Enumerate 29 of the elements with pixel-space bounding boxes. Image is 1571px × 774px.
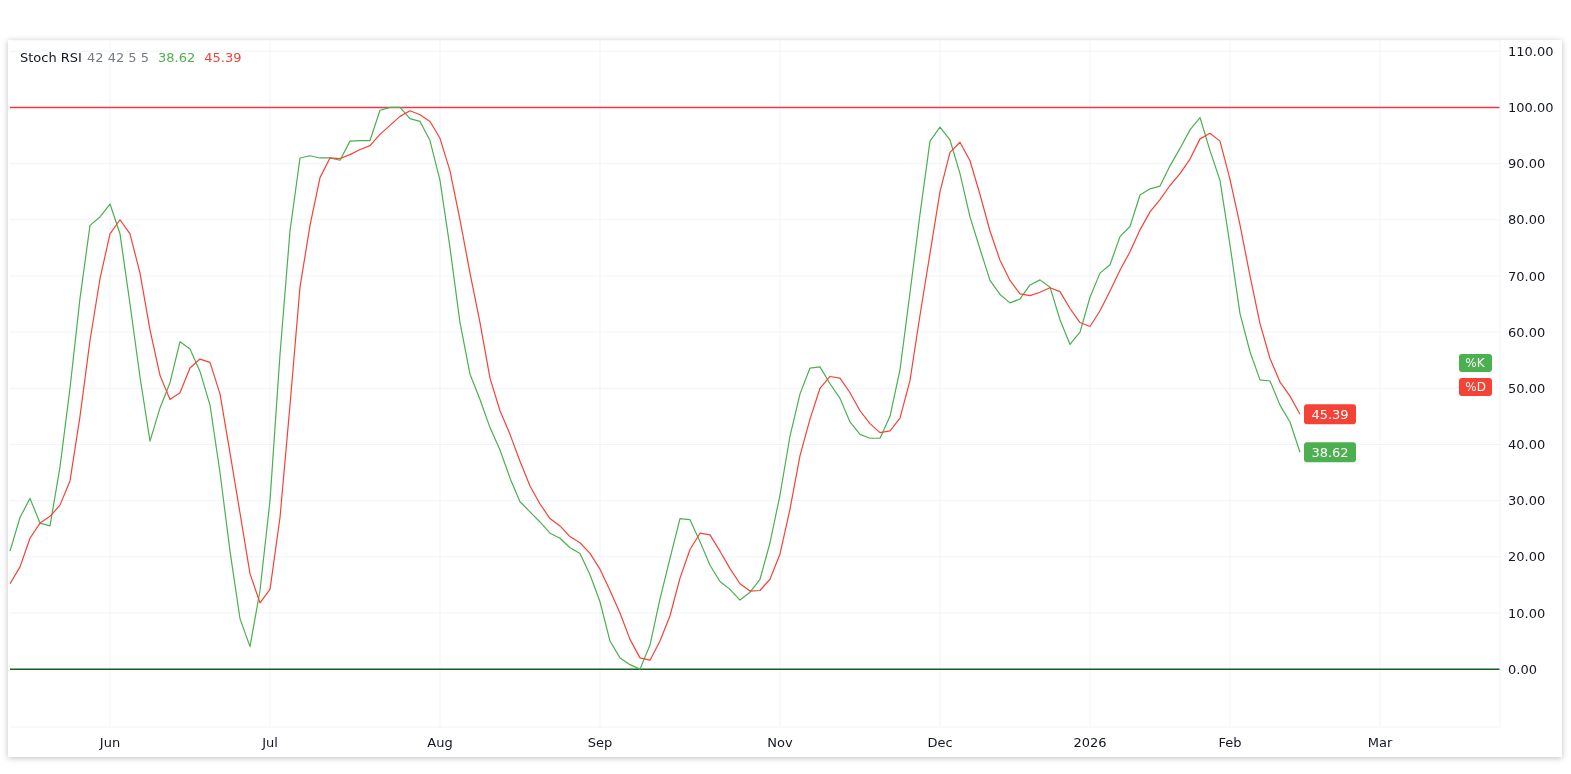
y-tick-label: 40.00 (1508, 437, 1546, 453)
y-tick-label: 50.00 (1508, 380, 1546, 396)
text: Stoch RSI (20, 50, 82, 65)
text: %K (1459, 353, 1492, 372)
y-tick-label: 60.00 (1508, 324, 1546, 340)
x-tick-label: Jul (261, 735, 278, 750)
text: 45.39 (204, 50, 242, 65)
x-tick-label: Dec (927, 735, 953, 750)
y-tick-label: 70.00 (1508, 268, 1546, 284)
y-tick-label: 100.00 (1508, 100, 1554, 116)
x-tick-label: Feb (1218, 735, 1242, 750)
y-tick-label: 20.00 (1508, 549, 1546, 565)
y-tick-label: 80.00 (1508, 212, 1546, 228)
x-tick-label: Jun (98, 735, 121, 750)
x-tick-label: Sep (587, 735, 613, 750)
x-tick-label: Aug (427, 735, 453, 750)
y-tick-label: 10.00 (1508, 605, 1546, 621)
x-tick-label: 2026 (1073, 735, 1107, 750)
text: 38.62 (157, 50, 196, 65)
data-label: 45.39 (1311, 406, 1349, 422)
x-tick-label: Mar (1367, 735, 1393, 750)
x-tick-label: Nov (767, 735, 793, 750)
y-tick-label: 30.00 (1508, 493, 1546, 509)
y-tick-label: 110.00 (1508, 43, 1554, 59)
text: 42 42 5 5 (86, 50, 149, 65)
y-tick-label: 90.00 (1508, 156, 1546, 172)
data-label: 38.62 (1311, 444, 1349, 460)
text: %D (1459, 377, 1492, 396)
y-tick-label: 0.00 (1508, 661, 1537, 677)
